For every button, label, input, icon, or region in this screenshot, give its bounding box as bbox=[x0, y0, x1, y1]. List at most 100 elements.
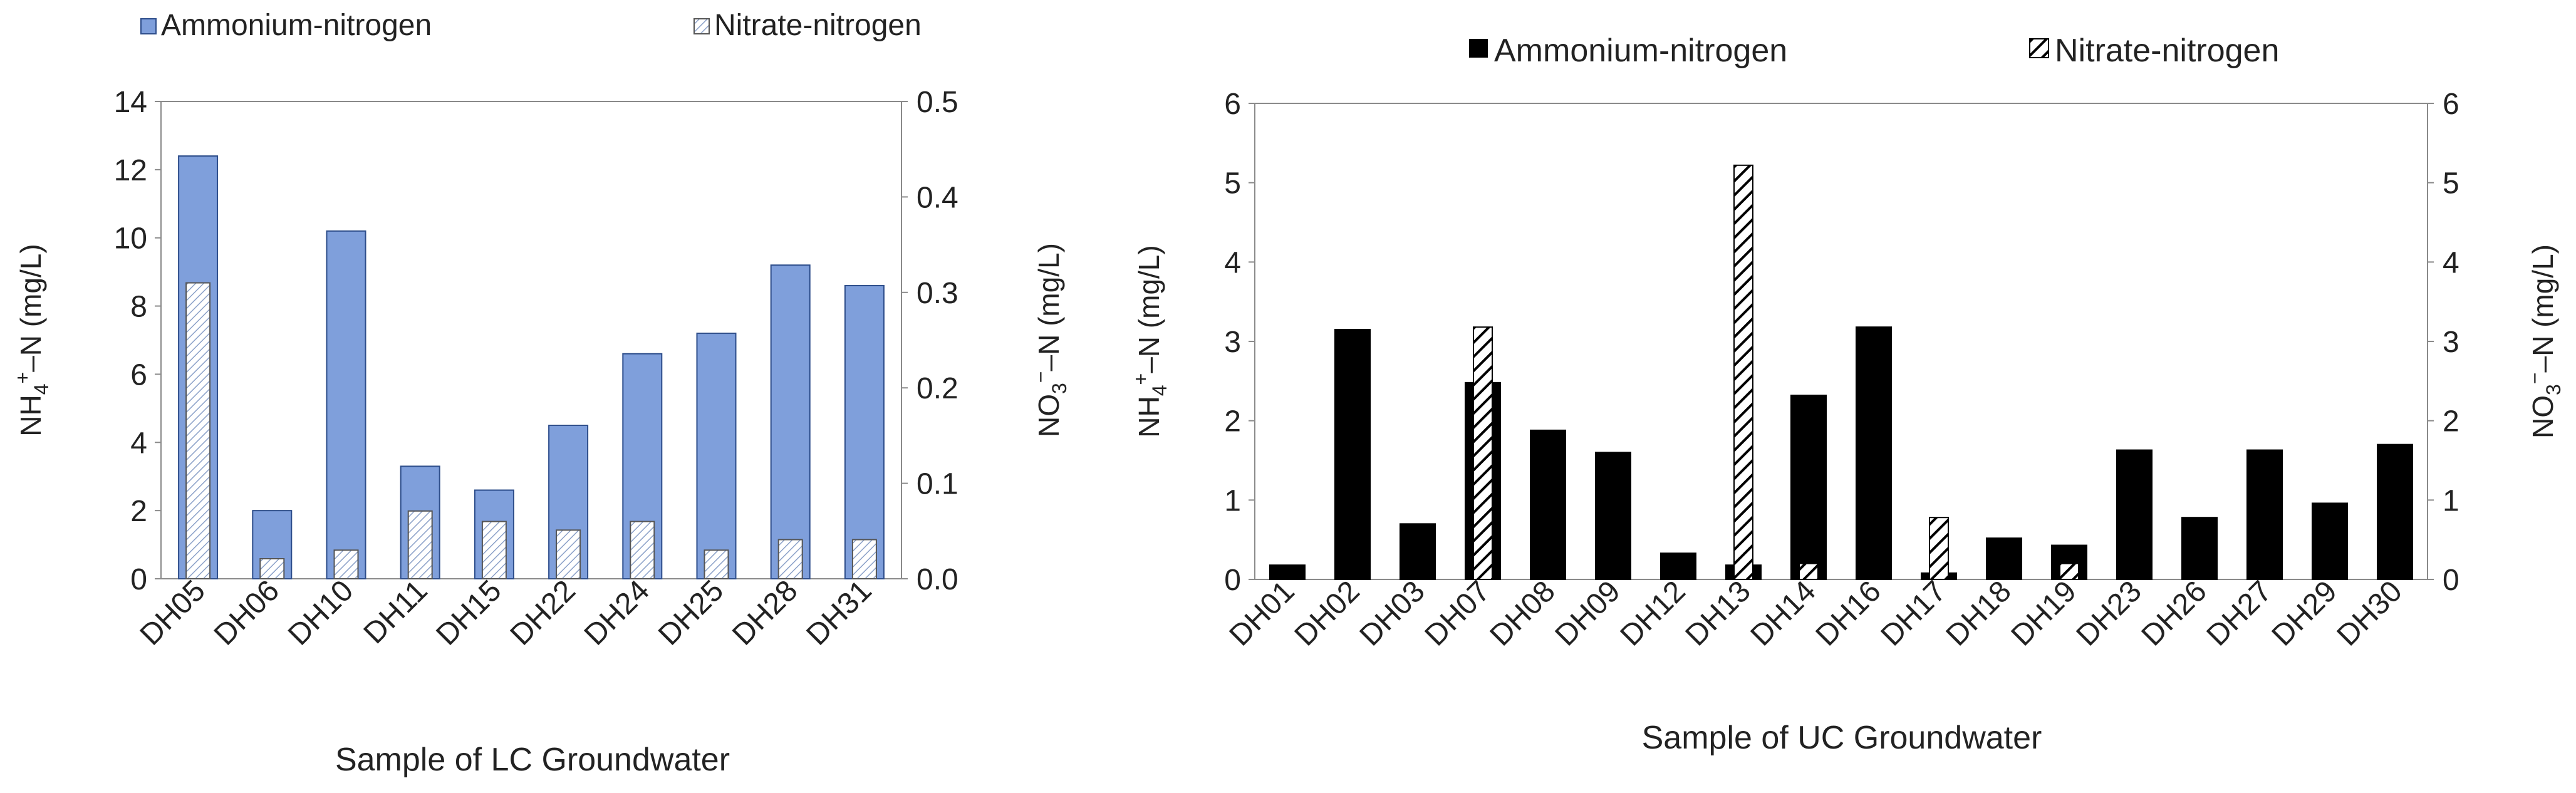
lc-bar-nitrate-dh05 bbox=[185, 282, 211, 579]
lc-y2-axis-label: NO3−–N (mg/L) bbox=[1029, 243, 1071, 437]
lc-chart: Ammonium-nitrogen Nitrate-nitrogen 0 2 4 6 8… bbox=[11, 9, 1071, 778]
uc-category-label: DH08 bbox=[1484, 574, 1562, 652]
uc-y2-axis-label: NO3−–N (mg/L) bbox=[2523, 244, 2565, 438]
uc-x-axis-label: Sample of UC Groundwater bbox=[1642, 720, 2042, 756]
lc-category-label: DH10 bbox=[282, 574, 360, 651]
lc-bar-nitrate-dh22 bbox=[556, 529, 581, 579]
uc-bar-nitrate-dh14 bbox=[1799, 562, 1819, 581]
uc-category-label: DH16 bbox=[1810, 574, 1888, 652]
uc-category-label: DH02 bbox=[1289, 574, 1366, 652]
uc-bar-ammonium-dh12 bbox=[1660, 552, 1696, 581]
uc-bar-nitrate-dh07 bbox=[1473, 326, 1493, 580]
uc-category-label: DH23 bbox=[2070, 574, 2148, 652]
lc-y-tick-label: 0 bbox=[130, 563, 147, 596]
uc-y2-tick-label: 5 bbox=[2443, 167, 2459, 200]
lc-plot-frame bbox=[160, 101, 902, 579]
uc-category-label: DH13 bbox=[1680, 574, 1757, 652]
lc-bar-nitrate-dh24 bbox=[630, 521, 655, 579]
lc-legend-ammonium-label: Ammonium-nitrogen bbox=[161, 9, 432, 42]
uc-legend-ammonium-swatch bbox=[1469, 39, 1488, 58]
uc-legend-nitrate-label: Nitrate-nitrogen bbox=[2055, 33, 2279, 69]
lc-bar-ammonium-dh31 bbox=[844, 284, 885, 579]
uc-category-label: DH07 bbox=[1419, 574, 1497, 652]
lc-legend-nitrate-swatch bbox=[693, 18, 710, 34]
lc-x-axis-label: Sample of LC Groundwater bbox=[335, 742, 730, 778]
uc-bar-ammonium-dh02 bbox=[1334, 329, 1371, 580]
lc-bar-ammonium-dh10 bbox=[326, 230, 366, 580]
uc-category-label: DH14 bbox=[1745, 574, 1822, 652]
lc-y2-tick-label: 0.4 bbox=[917, 181, 958, 214]
uc-legend-ammonium-label: Ammonium-nitrogen bbox=[1494, 33, 1787, 69]
uc-category-label: DH18 bbox=[1940, 574, 2018, 652]
uc-category-label: DH27 bbox=[2201, 574, 2278, 652]
lc-y2-tick-label: 0.3 bbox=[917, 277, 958, 310]
uc-y-tick-label: 4 bbox=[1224, 246, 1241, 279]
lc-y-tick-label: 12 bbox=[114, 154, 147, 187]
lc-bar-nitrate-dh06 bbox=[259, 557, 285, 579]
uc-category-label: DH09 bbox=[1549, 574, 1627, 652]
lc-category-label: DH22 bbox=[504, 574, 582, 651]
uc-bar-ammonium-dh30 bbox=[2377, 443, 2413, 581]
lc-bar-nitrate-dh28 bbox=[777, 539, 803, 579]
lc-y2-tick-label: 0.0 bbox=[917, 563, 958, 596]
uc-bar-ammonium-dh27 bbox=[2246, 449, 2283, 580]
uc-y2-tick-label: 1 bbox=[2443, 484, 2459, 517]
lc-y-tick-label: 10 bbox=[114, 222, 147, 256]
uc-bar-nitrate-dh19 bbox=[2059, 562, 2079, 581]
lc-y-tick-label: 6 bbox=[130, 358, 147, 391]
uc-y-axis-label: NH4+–N (mg/L) bbox=[1130, 245, 1171, 437]
uc-y-tick-label: 1 bbox=[1224, 484, 1241, 517]
uc-category-label: DH30 bbox=[2331, 574, 2409, 652]
lc-y2-tick-label: 0.5 bbox=[917, 86, 958, 119]
uc-y2-tick-label: 6 bbox=[2443, 88, 2459, 121]
uc-category-label: DH12 bbox=[1614, 574, 1692, 652]
lc-category-label: DH31 bbox=[800, 574, 878, 651]
lc-bar-nitrate-dh31 bbox=[851, 539, 877, 579]
lc-legend-ammonium-swatch bbox=[140, 18, 157, 34]
lc-category-label: DH28 bbox=[726, 574, 804, 651]
lc-legend: Ammonium-nitrogen Nitrate-nitrogen bbox=[140, 9, 922, 42]
uc-y-tick-label: 3 bbox=[1224, 326, 1241, 359]
uc-bar-ammonium-dh14 bbox=[1790, 395, 1827, 581]
uc-bar-nitrate-dh13 bbox=[1733, 164, 1753, 580]
lc-category-label: DH15 bbox=[430, 574, 507, 651]
uc-y-tick-label: 5 bbox=[1224, 167, 1241, 200]
uc-chart: Ammonium-nitrogen Nitrate-nitrogen 0 1 2 3 4… bbox=[1130, 33, 2565, 756]
lc-bar-nitrate-dh11 bbox=[407, 510, 433, 580]
uc-legend-nitrate-swatch bbox=[2029, 38, 2049, 58]
lc-y-tick-label: 2 bbox=[130, 495, 147, 528]
uc-category-label: DH26 bbox=[2136, 574, 2213, 652]
uc-legend: Ammonium-nitrogen Nitrate-nitrogen bbox=[1469, 33, 2279, 69]
uc-category-label: DH17 bbox=[1875, 574, 1953, 652]
uc-bar-ammonium-dh08 bbox=[1530, 429, 1566, 580]
lc-y-tick-label: 4 bbox=[130, 427, 147, 460]
lc-y-axis-label: NH4+–N (mg/L) bbox=[11, 244, 53, 436]
lc-legend-nitrate-label: Nitrate-nitrogen bbox=[714, 9, 922, 42]
uc-y2-tick-label: 2 bbox=[2443, 405, 2459, 438]
uc-bar-ammonium-dh23 bbox=[2116, 449, 2153, 580]
uc-bar-ammonium-dh29 bbox=[2312, 502, 2348, 581]
uc-category-label: DH29 bbox=[2266, 574, 2344, 652]
uc-bar-ammonium-dh16 bbox=[1856, 326, 1892, 580]
lc-bar-nitrate-dh15 bbox=[481, 521, 507, 579]
uc-category-label: DH03 bbox=[1354, 574, 1431, 652]
lc-bar-ammonium-dh28 bbox=[770, 264, 811, 579]
uc-y2-tick-label: 3 bbox=[2443, 326, 2459, 359]
uc-bar-ammonium-dh03 bbox=[1400, 523, 1436, 580]
lc-category-label: DH11 bbox=[358, 574, 434, 650]
lc-y-tick-label: 8 bbox=[130, 291, 147, 324]
uc-y-tick-label: 2 bbox=[1224, 405, 1241, 438]
uc-bar-ammonium-dh01 bbox=[1269, 564, 1306, 581]
lc-bar-nitrate-dh10 bbox=[333, 549, 359, 580]
uc-y2-tick-label: 0 bbox=[2443, 564, 2459, 597]
lc-category-label: DH25 bbox=[652, 574, 730, 651]
uc-bar-ammonium-dh09 bbox=[1595, 452, 1631, 580]
lc-category-label: DH24 bbox=[578, 574, 656, 651]
uc-category-label: DH19 bbox=[2005, 574, 2083, 652]
lc-y2-tick-label: 0.2 bbox=[917, 372, 958, 405]
uc-bar-ammonium-dh18 bbox=[1986, 537, 2022, 581]
uc-y-tick-label: 6 bbox=[1224, 88, 1241, 121]
lc-category-label: DH06 bbox=[208, 574, 286, 651]
uc-y2-tick-label: 4 bbox=[2443, 246, 2459, 279]
